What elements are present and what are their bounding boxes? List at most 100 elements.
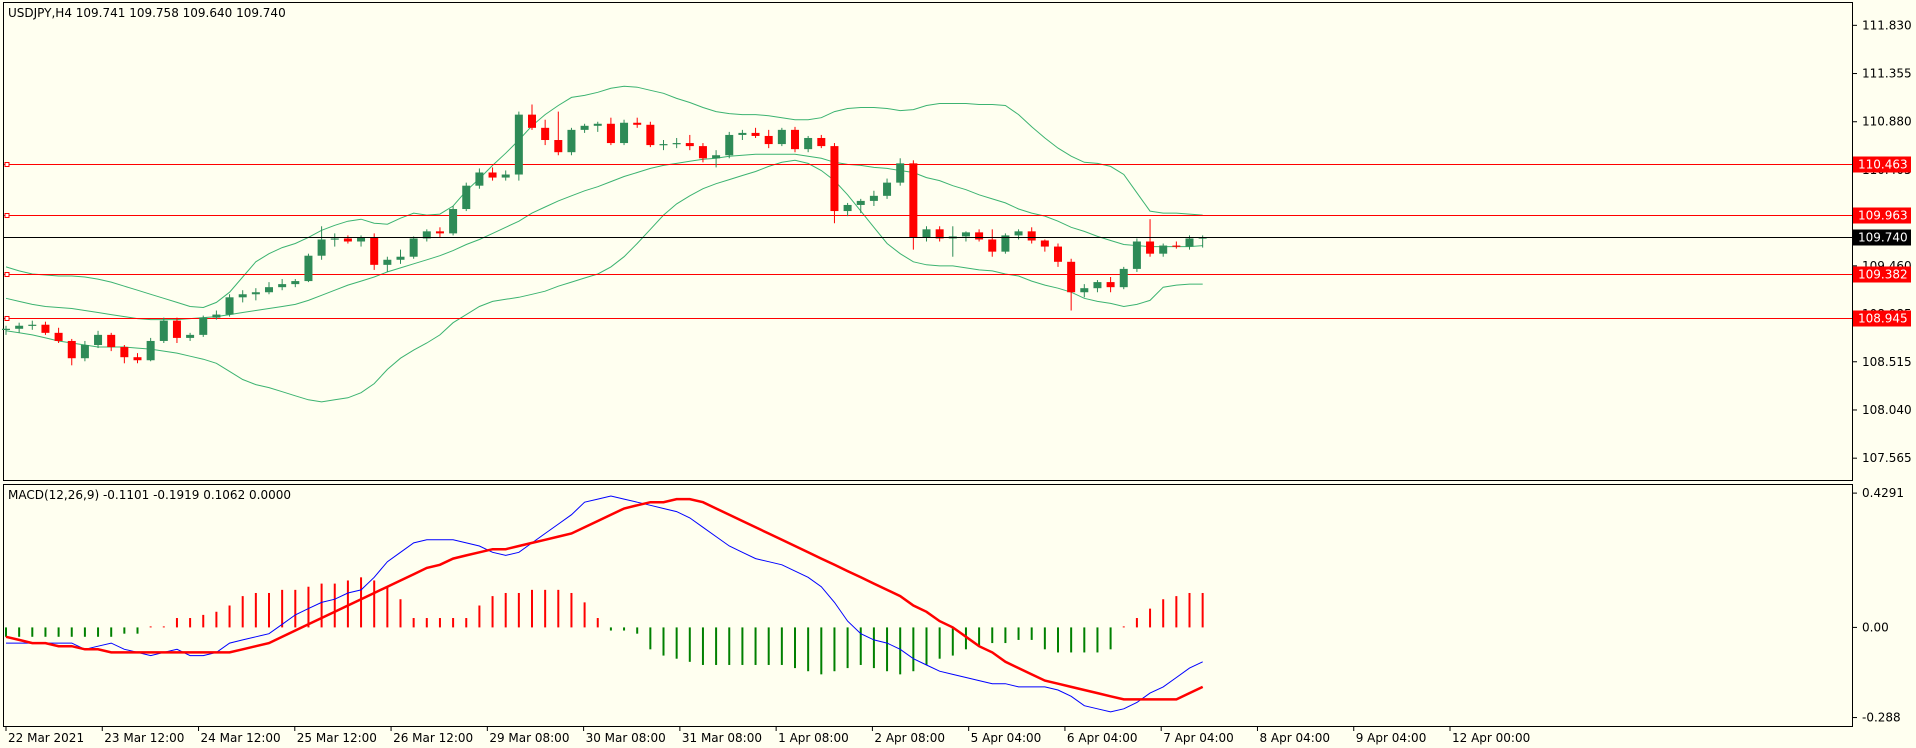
candle-body (883, 182, 892, 196)
candle (593, 121, 602, 132)
candle-body (370, 237, 379, 265)
candle (199, 315, 208, 337)
candle-body (383, 259, 392, 265)
candle-body (1185, 238, 1194, 247)
candle (422, 229, 431, 242)
candle-body (67, 340, 76, 359)
candle (935, 226, 944, 242)
candle (304, 253, 313, 283)
candle (567, 127, 576, 156)
candle (1172, 241, 1181, 249)
macd-histogram (5, 577, 1204, 675)
candle-body (633, 122, 642, 125)
candle-body (265, 287, 273, 293)
candle (869, 190, 878, 206)
candle (541, 119, 550, 146)
time-tick-label: 2 Apr 08:00 (874, 731, 945, 745)
level-anchor[interactable] (4, 162, 10, 167)
candle (186, 332, 195, 341)
candle-body (146, 340, 155, 361)
candle-body (251, 292, 260, 295)
price-tick-label: 110.880 (1862, 115, 1912, 129)
candle-body (186, 334, 195, 338)
candle (238, 290, 247, 303)
candle (278, 279, 287, 291)
candle-body (764, 135, 773, 145)
candle (409, 236, 418, 259)
candle-body (462, 185, 471, 210)
candle-body (751, 132, 760, 136)
level-price-tag (1853, 207, 1911, 224)
candle-body (212, 314, 221, 318)
candle (777, 127, 786, 147)
candle (1132, 238, 1141, 272)
time-tick-label: 29 Mar 08:00 (489, 731, 569, 745)
level-price-tag (1853, 310, 1911, 327)
candle-body (1146, 241, 1155, 254)
candle-body (1106, 282, 1115, 288)
candle (291, 279, 300, 288)
time-tick-label: 1 Apr 08:00 (778, 731, 849, 745)
candle (501, 170, 510, 181)
candle-body (225, 297, 234, 315)
candle-body (80, 345, 89, 359)
level-price-label: 109.963 (1858, 209, 1908, 223)
time-tick-label: 26 Mar 12:00 (393, 731, 473, 745)
candle-body (133, 357, 142, 361)
candle (67, 338, 76, 366)
candle-body (725, 134, 734, 156)
candle (514, 111, 523, 181)
candle-body (514, 114, 523, 175)
candle-body (54, 332, 63, 341)
candle (1106, 277, 1115, 293)
candle-body (541, 127, 550, 141)
candle-body (777, 129, 786, 145)
candle-body (107, 334, 116, 348)
candle-body (278, 284, 287, 288)
macd-axis: 0.4291 0.00 -0.288 (1852, 486, 1904, 725)
candle-body (698, 146, 707, 159)
candle-body (330, 238, 339, 240)
candle (1159, 243, 1168, 257)
time-tick-label: 8 Apr 04:00 (1259, 731, 1330, 745)
candle-body (843, 204, 852, 212)
time-tick-label: 23 Mar 12:00 (104, 731, 184, 745)
candle-body (817, 137, 826, 147)
candle (685, 134, 694, 151)
candle-body (1027, 231, 1036, 241)
time-tick-label: 24 Mar 12:00 (201, 731, 281, 745)
level-anchor[interactable] (4, 272, 10, 277)
macd-tick-label: 0.4291 (1862, 486, 1904, 500)
candle (475, 168, 484, 189)
candle (988, 229, 997, 257)
candle-body (620, 122, 629, 144)
bollinger-bands (5, 85, 1203, 403)
candle (1001, 233, 1010, 254)
candle-body (2, 328, 10, 330)
candle (2, 325, 10, 335)
price-tick-label: 111.830 (1862, 18, 1912, 32)
candle-body (738, 132, 747, 135)
candle-body (159, 320, 168, 341)
candle (15, 322, 24, 333)
candle-body (659, 144, 668, 146)
candle-body (672, 143, 681, 145)
candle-body (804, 137, 813, 150)
candle-body (41, 324, 50, 333)
level-anchor[interactable] (4, 213, 10, 218)
candle (107, 332, 116, 352)
time-tick-label: 9 Apr 04:00 (1356, 731, 1427, 745)
candle (54, 327, 63, 343)
candle-body (291, 281, 300, 285)
macd-header: MACD(12,26,9) -0.1101 -0.1919 0.1062 0.0… (8, 488, 291, 502)
level-anchor[interactable] (4, 316, 10, 321)
candle (738, 129, 747, 141)
candle-body (528, 114, 536, 128)
candle-body (869, 195, 878, 201)
level-price-label: 110.463 (1858, 158, 1908, 172)
candle-body (554, 140, 563, 153)
candle-body (422, 231, 431, 239)
candle (330, 233, 339, 247)
